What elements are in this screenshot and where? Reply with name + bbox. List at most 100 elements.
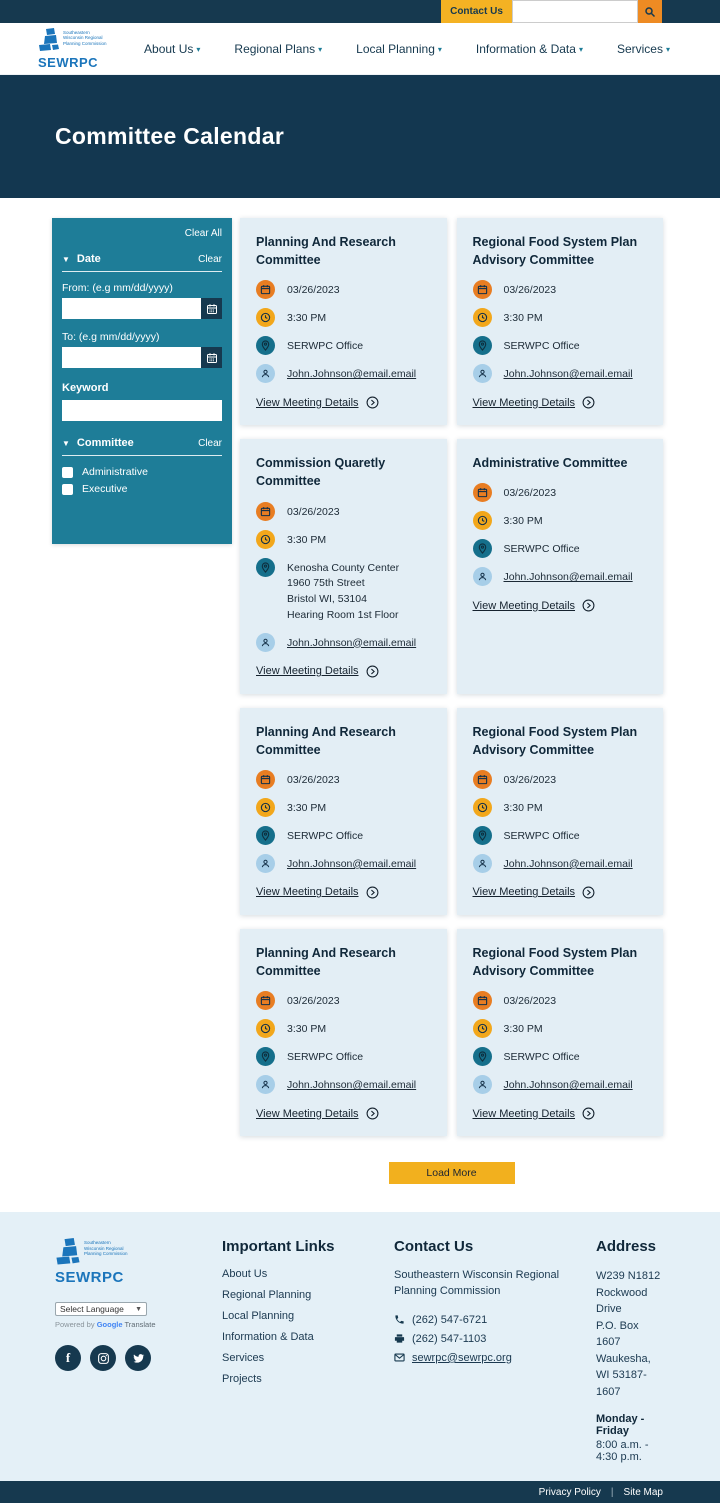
meeting-card: Regional Food System Plan Advisory Commi…	[456, 707, 663, 915]
clock-icon	[472, 1019, 492, 1038]
date-to-input[interactable]	[62, 347, 201, 368]
view-details-row: View Meeting Details	[473, 1107, 648, 1120]
arrow-right-circle-icon[interactable]	[582, 396, 595, 409]
meeting-contact-email-link[interactable]: John.Johnson@email.email	[503, 857, 633, 870]
privacy-policy-link[interactable]: Privacy Policy	[538, 1486, 601, 1498]
arrow-right-circle-icon[interactable]	[366, 886, 379, 899]
view-meeting-details-link[interactable]: View Meeting Details	[256, 396, 359, 409]
arrow-right-circle-icon[interactable]	[582, 886, 595, 899]
calendar-icon	[206, 352, 218, 364]
powered-by-label: Powered by	[55, 1320, 95, 1329]
meeting-contact-row: John.Johnson@email.email	[472, 1075, 648, 1094]
view-details-row: View Meeting Details	[473, 396, 648, 409]
collapse-caret-icon[interactable]: ▼	[62, 254, 70, 264]
nav-item-regional-plans[interactable]: Regional Plans ▾	[234, 42, 322, 56]
card-location-lines: SERWPC Office	[287, 829, 364, 842]
location-pin-icon	[472, 1047, 492, 1066]
committee-clear-button[interactable]: Clear	[198, 437, 222, 449]
footer-email-link[interactable]: sewrpc@sewrpc.org	[412, 1351, 512, 1364]
location-pin-icon	[472, 825, 492, 845]
twitter-icon	[132, 1352, 145, 1365]
phone-number[interactable]: (262) 547-6721	[412, 1313, 488, 1326]
instagram-link[interactable]	[90, 1345, 116, 1371]
sewrpc-logo[interactable]: Southeastern Wisconsin Regional Planning…	[38, 27, 124, 70]
site-map-link[interactable]: Site Map	[623, 1486, 663, 1498]
top-utility-bar: Contact Us	[0, 0, 720, 23]
chevron-down-icon: ▼	[135, 1305, 142, 1313]
meeting-title: Planning And Research Committee	[256, 945, 396, 978]
clear-all-button[interactable]: Clear All	[184, 228, 222, 239]
card-location-lines: SERWPC Office	[287, 340, 364, 353]
meeting-time: 3:30 PM	[287, 1023, 327, 1035]
search-button[interactable]	[638, 0, 662, 23]
location-pin-icon	[472, 539, 492, 559]
date-from-picker-button[interactable]	[201, 298, 222, 319]
fax-row: (262) 547-1103	[394, 1333, 574, 1345]
footer-link-projects[interactable]: Projects	[222, 1373, 262, 1385]
meeting-title: Administrative Committee	[472, 456, 628, 471]
card-location-lines: SERWPC Office	[503, 829, 580, 842]
footer-link-services[interactable]: Services	[222, 1352, 265, 1364]
date-from-input[interactable]	[62, 298, 201, 319]
site-search	[512, 0, 662, 23]
contact-us-button[interactable]: Contact Us	[441, 0, 512, 23]
meeting-contact-email-link[interactable]: John.Johnson@email.email	[287, 636, 417, 649]
meeting-contact-email-link[interactable]: John.Johnson@email.email	[503, 571, 633, 584]
footer-link-about-us[interactable]: About Us	[222, 1268, 268, 1280]
date-clear-button[interactable]: Clear	[198, 253, 222, 265]
nav-item-local-planning[interactable]: Local Planning ▾	[356, 42, 442, 56]
nav-item-information-data[interactable]: Information & Data ▾	[476, 42, 583, 56]
view-details-row: View Meeting Details	[256, 396, 431, 409]
search-input[interactable]	[512, 0, 638, 23]
sewrpc-logo-mark-icon	[55, 1238, 81, 1268]
collapse-caret-icon[interactable]: ▼	[62, 438, 70, 448]
view-meeting-details-link[interactable]: View Meeting Details	[256, 665, 359, 677]
footer-link-regional-planning[interactable]: Regional Planning	[222, 1289, 312, 1301]
view-meeting-details-link[interactable]: View Meeting Details	[256, 886, 359, 899]
checkbox-unchecked[interactable]	[62, 466, 73, 478]
nav-item-services[interactable]: Services ▾	[617, 42, 670, 56]
view-meeting-details-link[interactable]: View Meeting Details	[472, 886, 576, 899]
contact-person-icon	[472, 364, 492, 384]
meeting-contact-email-link[interactable]: John.Johnson@email.email	[287, 1079, 417, 1091]
arrow-right-circle-icon[interactable]	[366, 1107, 379, 1120]
language-select[interactable]: Select Language ▼	[55, 1302, 147, 1316]
view-meeting-details-link[interactable]: View Meeting Details	[472, 1107, 576, 1120]
committee-option-executive[interactable]: Executive	[62, 483, 222, 495]
view-meeting-details-link[interactable]: View Meeting Details	[472, 396, 576, 409]
meeting-contact-email-link[interactable]: John.Johnson@email.email	[287, 368, 417, 381]
footer-link-local-planning[interactable]: Local Planning	[222, 1310, 295, 1322]
meeting-contact-email-link[interactable]: John.Johnson@email.email	[287, 857, 417, 870]
keyword-input[interactable]	[62, 400, 222, 421]
meeting-contact-email-link[interactable]: John.Johnson@email.email	[503, 368, 633, 381]
view-meeting-details-link[interactable]: View Meeting Details	[472, 599, 576, 612]
arrow-right-circle-icon[interactable]	[582, 599, 595, 612]
calendar-icon	[256, 280, 275, 300]
arrow-right-circle-icon[interactable]	[582, 1107, 595, 1120]
footer-sewrpc-logo[interactable]: Southeastern Wisconsin Regional Planning…	[55, 1238, 141, 1286]
calendar-icon	[206, 303, 218, 315]
facebook-link[interactable]: f	[55, 1345, 81, 1371]
footer-address-column: Address W239 N1812 Rockwood Drive P.O. B…	[596, 1238, 663, 1463]
view-details-row: View Meeting Details	[473, 886, 648, 899]
view-meeting-details-link[interactable]: View Meeting Details	[256, 1107, 359, 1120]
arrow-right-circle-icon[interactable]	[366, 665, 379, 678]
translate-label: Translate	[124, 1320, 156, 1329]
twitter-link[interactable]	[125, 1345, 151, 1371]
calendar-icon	[256, 501, 275, 521]
load-more-button[interactable]: Load More	[388, 1162, 515, 1184]
meeting-time-row: 3:30 PM	[472, 1019, 648, 1038]
address-heading: Address	[596, 1238, 657, 1255]
meeting-title: Regional Food System Plan Advisory Commi…	[472, 945, 638, 978]
date-to-picker-button[interactable]	[201, 347, 222, 368]
footer-link-information-data[interactable]: Information & Data	[222, 1331, 314, 1343]
contact-person-icon	[472, 853, 492, 873]
checkbox-unchecked[interactable]	[62, 483, 73, 495]
meeting-date-row: 03/26/2023	[256, 991, 431, 1010]
meeting-contact-email-link[interactable]: John.Johnson@email.email	[503, 1079, 633, 1091]
phone-row: (262) 547-6721	[394, 1314, 574, 1326]
arrow-right-circle-icon[interactable]	[366, 396, 379, 409]
committee-option-administrative[interactable]: Administrative	[62, 466, 222, 478]
nav-item-about-us[interactable]: About Us ▾	[144, 42, 200, 56]
nav-label: Local Planning	[356, 41, 435, 56]
